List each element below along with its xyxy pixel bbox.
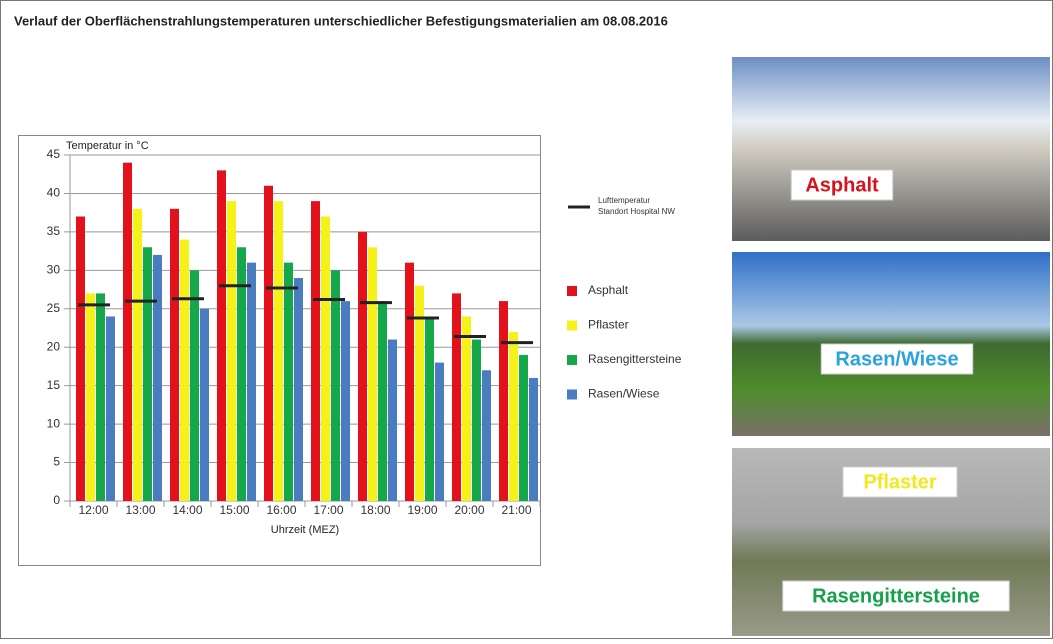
bar — [415, 285, 424, 501]
y-tick-label: 20 — [47, 339, 61, 353]
bar — [341, 301, 350, 501]
page-title: Verlauf der Oberflächenstrahlungstempera… — [14, 13, 668, 28]
bar — [123, 162, 132, 501]
legend-label: Rasen/Wiese — [588, 387, 660, 401]
y-tick-label: 15 — [47, 378, 61, 392]
y-tick-label: 35 — [47, 224, 61, 238]
bar — [96, 293, 105, 501]
legend-label: Pflaster — [588, 318, 629, 332]
bar — [217, 170, 226, 501]
bar — [435, 362, 444, 501]
legend-label: Lufttemperatur — [598, 196, 650, 205]
bar — [405, 262, 414, 501]
bar — [321, 216, 330, 501]
bar — [153, 254, 162, 501]
photo-label: Asphalt — [805, 174, 879, 196]
bar — [425, 316, 434, 501]
y-tick-label: 10 — [47, 416, 61, 430]
x-tick-label: 14:00 — [172, 503, 202, 517]
y-tick-label: 5 — [53, 455, 60, 469]
x-tick-label: 15:00 — [219, 503, 249, 517]
bar — [274, 201, 283, 501]
bar — [499, 301, 508, 501]
photo-label: Rasengittersteine — [812, 585, 980, 607]
bar — [358, 231, 367, 501]
x-tick-label: 12:00 — [78, 503, 108, 517]
y-tick-label: 45 — [47, 147, 61, 161]
legend-swatch — [567, 389, 577, 400]
bar — [284, 262, 293, 501]
legend-swatch — [567, 286, 577, 296]
x-axis-label: Uhrzeit (MEZ) — [271, 524, 339, 536]
bar — [388, 339, 397, 501]
x-tick-label: 19:00 — [407, 503, 437, 517]
legend-swatch — [567, 320, 577, 331]
bar — [529, 377, 538, 501]
y-tick-label: 40 — [47, 186, 61, 200]
photo — [732, 57, 1050, 241]
bar — [311, 201, 320, 501]
bar — [190, 270, 199, 501]
bar — [378, 301, 387, 501]
bar — [200, 308, 209, 501]
x-tick-label: 20:00 — [454, 503, 484, 517]
bar — [331, 270, 340, 501]
legend-label: Standort Hospital NW — [598, 207, 675, 216]
legend-label: Rasengittersteine — [588, 352, 682, 366]
bar — [482, 370, 491, 501]
x-tick-label: 17:00 — [313, 503, 343, 517]
y-tick-label: 25 — [47, 301, 61, 315]
bar — [106, 316, 115, 501]
x-tick-label: 18:00 — [360, 503, 390, 517]
bar — [264, 185, 273, 501]
y-axis-label: Temperatur in °C — [66, 140, 149, 152]
bar — [143, 247, 152, 501]
bar — [180, 239, 189, 502]
x-tick-label: 21:00 — [501, 503, 531, 517]
bar — [462, 316, 471, 501]
bar — [247, 262, 256, 501]
bar — [452, 293, 461, 501]
bar — [509, 331, 518, 501]
photo-label-box — [820, 343, 974, 375]
bar — [133, 208, 142, 502]
y-tick-label: 0 — [53, 493, 60, 507]
photo-label-box — [790, 169, 894, 201]
bar — [170, 208, 179, 502]
bar — [86, 293, 95, 501]
bar — [227, 201, 236, 501]
bar — [76, 216, 85, 501]
legend-label: Asphalt — [588, 283, 629, 297]
bar — [368, 247, 377, 501]
x-tick-label: 13:00 — [125, 503, 155, 517]
photo-label-box — [842, 466, 958, 498]
photo-label-box — [782, 580, 1010, 612]
bar — [294, 278, 303, 501]
y-tick-label: 30 — [47, 263, 61, 277]
bar — [237, 247, 246, 501]
photo-label: Pflaster — [863, 471, 937, 493]
bar — [519, 354, 528, 501]
legend-swatch — [567, 355, 577, 365]
x-tick-label: 16:00 — [266, 503, 296, 517]
bar — [472, 339, 481, 501]
photo-label: Rasen/Wiese — [835, 348, 958, 370]
